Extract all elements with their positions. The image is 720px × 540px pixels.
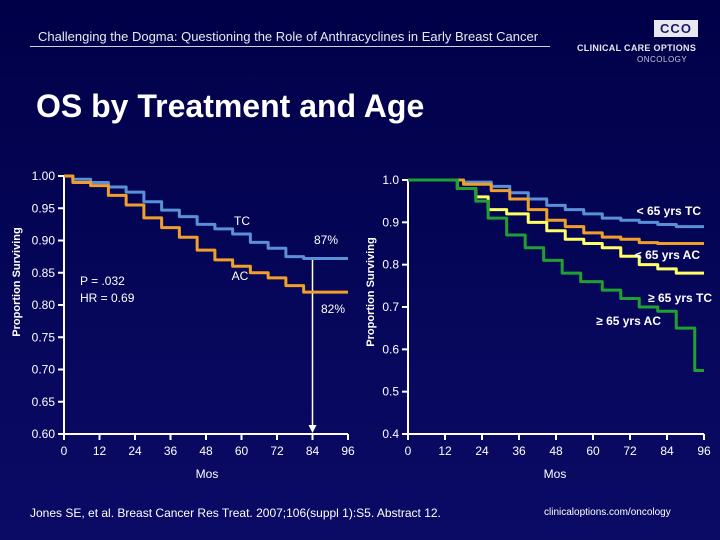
header-title: Challenging the Dogma: Questioning the R… bbox=[38, 29, 539, 44]
right-x-tick-label: 12 bbox=[438, 444, 452, 458]
left-y-tick-label: 0.80 bbox=[32, 298, 56, 312]
legend-young-tc: < 65 yrs TC bbox=[637, 204, 702, 218]
left-x-axis-label: Mos bbox=[196, 467, 219, 481]
left-y-tick-label: 0.60 bbox=[32, 427, 56, 441]
slide-header: Challenging the Dogma: Questioning the R… bbox=[0, 0, 720, 72]
left-y-axis-label: Proportion Surviving bbox=[11, 227, 23, 336]
right-y-tick-label: 1.0 bbox=[382, 173, 399, 187]
ac-label: AC bbox=[232, 269, 249, 283]
left-y-tick-label: 0.85 bbox=[32, 266, 56, 280]
tc-percent-label: 87% bbox=[314, 233, 338, 247]
left-x-tick-label: 24 bbox=[128, 444, 142, 458]
legend-old-ac: ≥ 65 yrs AC bbox=[596, 314, 661, 328]
tc-label: TC bbox=[234, 214, 250, 228]
left-x-tick-label: 72 bbox=[270, 444, 284, 458]
right-y-tick-label: 0.9 bbox=[382, 215, 399, 229]
header-rule bbox=[30, 46, 550, 47]
cco-logo: CCO bbox=[654, 20, 698, 37]
right-series-65-yrs-ac bbox=[408, 178, 704, 245]
left-y-tick-label: 1.00 bbox=[32, 169, 56, 183]
legend-young-ac: < 65 yrs AC bbox=[635, 248, 701, 262]
right-x-tick-label: 72 bbox=[623, 444, 637, 458]
right-y-axis-label: Proportion Surviving bbox=[365, 237, 377, 346]
left-x-tick-label: 48 bbox=[199, 444, 213, 458]
right-x-tick-label: 24 bbox=[475, 444, 489, 458]
right-y-tick-label: 0.8 bbox=[382, 258, 399, 272]
left-x-tick-label: 60 bbox=[235, 444, 249, 458]
slide-title: OS by Treatment and Age bbox=[36, 88, 425, 124]
right-chart: 0.4 0.5 0.6 0.7 0.8 0.9 1.0 0 12 24 36 48 60 72 84 96 P… bbox=[365, 173, 712, 481]
right-y-tick-label: 0.6 bbox=[382, 342, 399, 356]
left-reference-arrowhead bbox=[308, 425, 317, 433]
right-y-tick-label: 0.7 bbox=[382, 300, 399, 314]
right-x-tick-label: 48 bbox=[549, 444, 563, 458]
left-series-ac bbox=[64, 174, 348, 294]
citation: Jones SE, et al. Breast Cancer Res Treat… bbox=[30, 506, 441, 520]
left-x-tick-label: 36 bbox=[164, 444, 178, 458]
left-y-tick-label: 0.75 bbox=[32, 330, 56, 344]
right-x-tick-label: 0 bbox=[405, 444, 412, 458]
left-chart: 0.60 0.65 0.70 0.75 0.80 0.85 0.90 0.95 1.00 0 12 2… bbox=[11, 169, 355, 481]
left-series-tc bbox=[64, 174, 348, 261]
p-value-label: P = .032 bbox=[80, 274, 125, 288]
legend-old-tc: ≥ 65 yrs TC bbox=[648, 291, 712, 305]
right-x-tick-label: 84 bbox=[660, 444, 674, 458]
right-x-tick-label: 96 bbox=[697, 444, 711, 458]
ac-percent-label: 82% bbox=[321, 302, 345, 316]
left-x-tick-label: 12 bbox=[93, 444, 107, 458]
left-x-tick-label: 96 bbox=[341, 444, 355, 458]
right-y-tick-label: 0.5 bbox=[382, 385, 399, 399]
right-x-tick-label: 60 bbox=[586, 444, 600, 458]
right-series-65-yrs-ac bbox=[408, 178, 704, 372]
left-x-tick-label: 84 bbox=[306, 444, 320, 458]
left-x-tick-label: 0 bbox=[61, 444, 68, 458]
hazard-ratio-label: HR = 0.69 bbox=[80, 291, 135, 305]
left-y-tick-label: 0.95 bbox=[32, 201, 56, 215]
left-y-tick-label: 0.90 bbox=[32, 234, 56, 248]
right-x-tick-label: 36 bbox=[512, 444, 526, 458]
left-y-tick-label: 0.65 bbox=[32, 395, 56, 409]
logo-text-line2: ONCOLOGY bbox=[637, 55, 688, 64]
right-x-axis-label: Mos bbox=[544, 467, 567, 481]
logo-text-line1: CLINICAL CARE OPTIONS bbox=[577, 43, 697, 53]
footer-url[interactable]: clinicaloptions.com/oncology bbox=[544, 507, 671, 518]
right-y-tick-label: 0.4 bbox=[382, 427, 399, 441]
left-y-tick-label: 0.70 bbox=[32, 363, 56, 377]
